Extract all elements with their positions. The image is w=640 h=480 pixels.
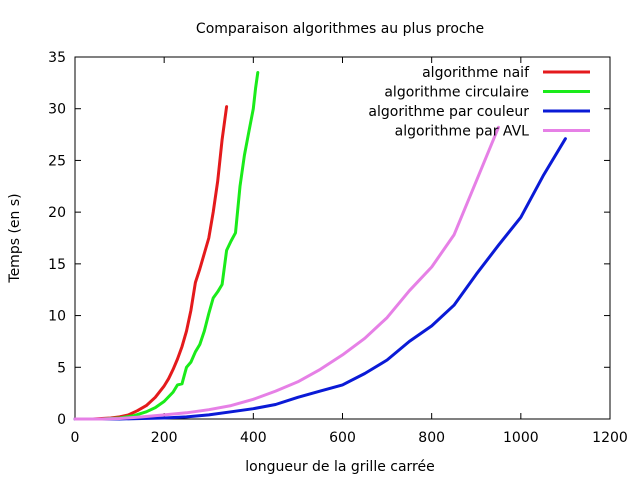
x-tick-label: 800 (418, 430, 445, 446)
legend: algorithme naif algorithme circulaire algo… (368, 65, 590, 140)
x-tick-label: 600 (329, 430, 356, 446)
y-axis-title: Temps (en s) (7, 193, 23, 283)
series-line-4 (73, 125, 500, 421)
series-line-2 (73, 71, 260, 421)
y-tick-label: 0 (57, 412, 66, 428)
chart-title: Comparaison algorithmes au plus proche (196, 21, 484, 37)
y-tick-label: 35 (48, 50, 66, 66)
legend-label-3: algorithme par couleur (368, 104, 529, 120)
y-tick-label: 5 (57, 360, 66, 376)
series-line-3 (73, 137, 567, 421)
legend-label-1: algorithme naif (422, 65, 530, 81)
y-tick-label: 30 (48, 102, 66, 118)
series-layer (73, 71, 567, 421)
x-tick-label: 1200 (592, 430, 628, 446)
y-tick-label: 15 (48, 257, 66, 273)
axis-ticks: 0 200 400 600 800 1000 1200 0 5 10 15 20 25 30 35 (48, 50, 628, 446)
y-tick-label: 25 (48, 153, 66, 169)
x-tick-label: 400 (240, 430, 267, 446)
y-tick-label: 10 (48, 309, 66, 325)
plot-frame (74, 56, 611, 420)
series-line-1 (73, 105, 229, 421)
x-tick-label: 200 (151, 430, 178, 446)
legend-label-2: algorithme circulaire (384, 85, 529, 101)
x-tick-label: 1000 (503, 430, 539, 446)
y-tick-label: 20 (48, 205, 66, 221)
x-axis-title: longueur de la grille carrée (245, 459, 435, 475)
x-tick-label: 0 (71, 430, 80, 446)
legend-label-4: algorithme par AVL (395, 124, 530, 140)
